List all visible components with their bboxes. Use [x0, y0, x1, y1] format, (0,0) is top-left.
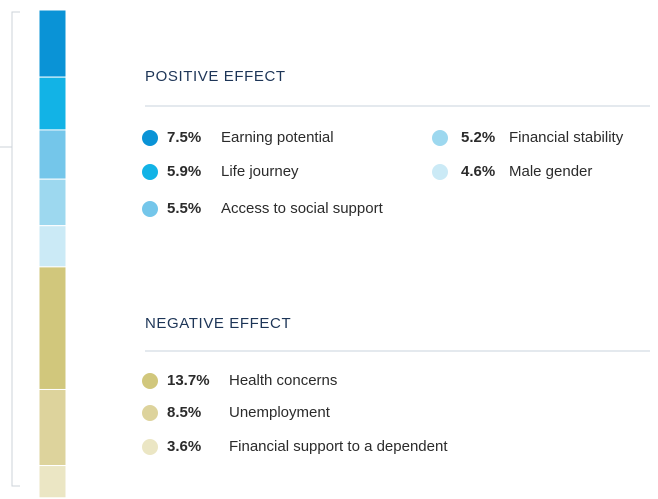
legend-label: Unemployment	[229, 404, 331, 421]
legend-label: Health concerns	[229, 372, 337, 389]
legend-dot	[142, 373, 158, 389]
legend-dot	[142, 439, 158, 455]
bar-segment	[38, 266, 67, 390]
legend-dot	[142, 130, 158, 146]
bar-segment	[38, 129, 67, 180]
group-title: NEGATIVE EFFECT	[145, 315, 291, 332]
value-label: 5.2%	[461, 129, 495, 146]
legend-dot	[432, 130, 448, 146]
value-label: 8.5%	[167, 404, 201, 421]
value-label: 13.7%	[167, 372, 210, 389]
bar-segment	[38, 225, 67, 268]
group-title: POSITIVE EFFECT	[145, 68, 286, 85]
legend-label: Male gender	[509, 163, 592, 180]
value-label: 7.5%	[167, 129, 201, 146]
legend-dot	[142, 201, 158, 217]
value-label: 3.6%	[167, 438, 201, 455]
legend-label: Financial stability	[509, 129, 624, 146]
bar-segment	[38, 388, 67, 467]
legend-label: Access to social support	[221, 200, 384, 217]
legend-label: Financial support to a dependent	[229, 438, 448, 455]
bar-segment	[38, 76, 67, 131]
legend-dot	[432, 164, 448, 180]
legend-dot	[142, 164, 158, 180]
legend-dot	[142, 405, 158, 421]
value-label: 4.6%	[461, 163, 495, 180]
bracket	[0, 11, 20, 487]
bar-segment	[38, 178, 67, 227]
legend-label: Earning potential	[221, 129, 334, 146]
value-label: 5.9%	[167, 163, 201, 180]
bar-segment	[38, 465, 67, 499]
legend-label: Life journey	[221, 163, 299, 180]
bar-segment	[38, 9, 67, 78]
value-label: 5.5%	[167, 200, 201, 217]
